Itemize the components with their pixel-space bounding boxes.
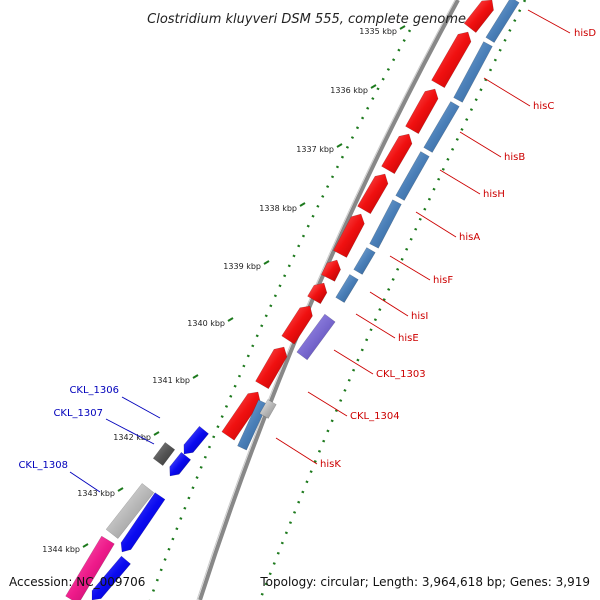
- gene-label-leader: [355, 313, 396, 339]
- rna-feature-arc: [423, 101, 460, 153]
- gene-label-leader: [121, 396, 161, 419]
- forward-gene-arc: [463, 0, 494, 33]
- gene-label-hisk[interactable]: hisK: [320, 459, 341, 470]
- tick-mark: [153, 431, 160, 436]
- gene-label-leader: [439, 169, 481, 195]
- misc-feature-arc: [296, 313, 336, 361]
- backbone-ring: [198, 0, 460, 600]
- reverse-gene-arc: [169, 451, 192, 477]
- gene-label-hise[interactable]: hisE: [398, 333, 419, 344]
- tick-label: 1335 kbp: [359, 27, 397, 36]
- tick-mark: [227, 317, 234, 322]
- tick-label: 1336 kbp: [330, 86, 368, 95]
- tick-label: 1339 kbp: [223, 262, 261, 271]
- tick-label: 1338 kbp: [259, 204, 297, 213]
- forward-gene-arc: [281, 305, 313, 345]
- rna-feature-arc: [353, 247, 376, 275]
- topology-text: Topology: circular; Length: 3,964,618 bp…: [260, 575, 590, 589]
- reverse-gene-arc: [152, 442, 176, 466]
- hypothetical-gene-arc: [259, 399, 277, 419]
- tick-label: 1344 kbp: [42, 545, 80, 554]
- features-layer: [65, 0, 520, 600]
- gene-label-leader: [415, 211, 457, 238]
- gene-label-hisb[interactable]: hisB: [504, 152, 525, 163]
- gene-label-leader: [369, 291, 409, 317]
- forward-gene-arc: [381, 133, 413, 175]
- inner-dotted-ring: [258, 0, 527, 600]
- gene-label-hisf[interactable]: hisF: [433, 275, 453, 286]
- tick-mark: [263, 260, 270, 265]
- map-title: Clostridium kluyveri DSM 555, complete g…: [147, 12, 466, 27]
- gene-label-leader: [333, 349, 374, 375]
- rna-feature-arc: [335, 274, 359, 303]
- tick-mark: [117, 487, 124, 492]
- hypothetical-gene-arc: [105, 483, 155, 539]
- gene-label-leader: [389, 255, 431, 281]
- rna-feature-arc: [485, 0, 520, 43]
- gene-label-ckl_1306[interactable]: CKL_1306: [69, 385, 119, 396]
- gene-label-leader: [527, 9, 571, 34]
- forward-gene-arc: [357, 173, 389, 215]
- tick-mark: [82, 543, 89, 548]
- tick-mark: [370, 84, 377, 89]
- gene-label-leader: [483, 77, 531, 107]
- gene-label-leader: [105, 418, 155, 445]
- forward-gene-arc: [431, 31, 472, 89]
- forward-gene-arc: [221, 391, 261, 441]
- forward-gene-arc: [307, 282, 328, 305]
- tick-label: 1337 kbp: [296, 145, 334, 154]
- backbone-ring-highlight: [196, 0, 456, 600]
- outer-dotted-ring: [148, 29, 412, 600]
- gene-label-hisd[interactable]: hisD: [574, 28, 596, 39]
- leaders-layer: [69, 9, 571, 493]
- forward-gene-arc: [333, 213, 365, 258]
- accession-text: Accession: NC_009706: [9, 575, 146, 589]
- tick-mark: [336, 143, 343, 148]
- pink-gene-arc: [65, 535, 115, 600]
- tick-mark: [299, 202, 306, 207]
- forward-gene-arc: [320, 259, 341, 282]
- forward-gene-arc: [255, 346, 288, 390]
- ticks-layer: 1335 kbp 1336 kbp 1337 kbp 1338 kbp 1339 kbp…: [42, 25, 406, 554]
- tick-mark: [399, 25, 406, 30]
- forward-gene-arc: [405, 88, 439, 135]
- rna-feature-arc: [237, 399, 268, 451]
- reverse-gene-arc: [183, 425, 209, 455]
- reverse-gene-arc: [91, 555, 131, 600]
- gene-label-hisi[interactable]: hisI: [411, 311, 428, 322]
- gene-label-ckl_1304[interactable]: CKL_1304: [350, 411, 400, 422]
- gene-label-leader: [69, 471, 101, 493]
- gene-label-ckl_1307[interactable]: CKL_1307: [53, 408, 103, 419]
- tick-label: 1343 kbp: [77, 489, 115, 498]
- gene-label-hish[interactable]: hisH: [483, 189, 505, 200]
- reverse-gene-arc: [120, 492, 166, 553]
- tick-label: 1341 kbp: [152, 376, 190, 385]
- rna-feature-arc: [395, 151, 430, 201]
- gene-label-leader: [275, 437, 318, 465]
- gene-label-leader: [459, 131, 502, 158]
- gene-label-leader: [307, 391, 348, 417]
- rna-feature-arc: [369, 199, 402, 249]
- gene-label-ckl_1308[interactable]: CKL_1308: [18, 460, 68, 471]
- rna-feature-arc: [453, 41, 493, 103]
- gene-label-hisc[interactable]: hisC: [533, 101, 554, 112]
- gene-label-ckl_1303[interactable]: CKL_1303: [376, 369, 426, 380]
- gene-label-hisa[interactable]: hisA: [459, 232, 480, 243]
- labels-layer: hisD hisC hisB hisH hisA hisF hisI hisE CKL_1303…: [18, 28, 596, 471]
- tick-label: 1340 kbp: [187, 319, 225, 328]
- tick-mark: [192, 374, 199, 379]
- tick-label: 1342 kbp: [113, 433, 151, 442]
